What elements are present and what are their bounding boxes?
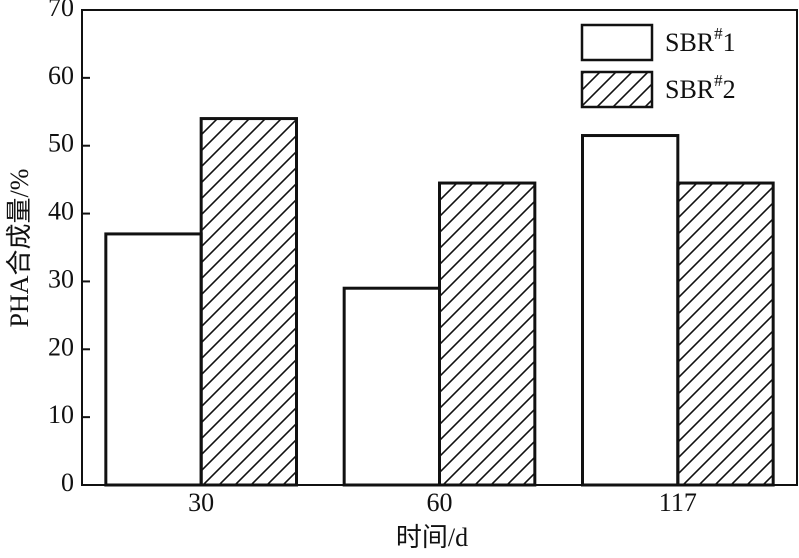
x-tick-label: 30 [188,488,214,517]
x-axis-label: 时间/d [396,523,468,552]
bar [581,134,680,487]
legend-label: SBR#1 [665,24,736,57]
bar [199,117,299,487]
y-tick-label: 50 [48,129,74,158]
bar [438,181,537,487]
y-axis-label: PHA合成量/% [5,169,34,328]
legend-swatch [580,70,654,109]
bar [104,232,203,487]
legend-label: SBR#2 [665,71,736,104]
y-tick-label: 70 [48,0,74,22]
plot-frame [81,9,798,486]
legend-swatch [580,23,654,62]
y-tick-label: 40 [48,197,74,226]
y-tick-label: 0 [61,468,74,497]
x-tick-label: 60 [427,488,453,517]
bar [342,286,441,487]
x-tick-label: 117 [659,488,697,517]
bar [676,181,775,487]
y-tick-label: 60 [48,61,74,90]
y-tick-label: 30 [48,264,74,293]
y-tick-label: 20 [48,332,74,361]
y-tick-label: 10 [48,400,74,429]
